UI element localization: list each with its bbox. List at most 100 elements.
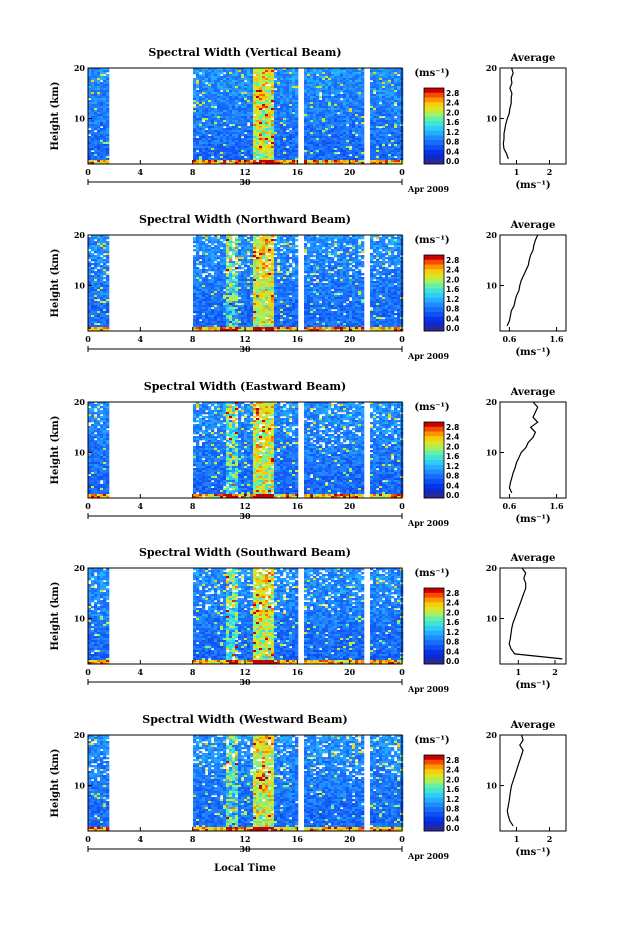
heatmap-cell <box>103 291 107 294</box>
heatmap-cell <box>250 301 254 304</box>
heatmap-cell <box>232 160 236 163</box>
heatmap-cell <box>337 72 341 75</box>
heatmap-cell <box>256 321 260 324</box>
heatmap-cell <box>103 263 107 266</box>
heatmap-cell <box>244 74 248 77</box>
heatmap-cell <box>88 321 92 324</box>
heatmap-cell <box>337 106 341 109</box>
heatmap-cell <box>379 68 383 71</box>
heatmap-cell <box>208 86 212 89</box>
heatmap-cell <box>286 158 290 161</box>
heatmap-cell <box>229 275 233 278</box>
heatmap-cell <box>334 70 338 73</box>
heatmap-cell <box>250 84 254 87</box>
heatmap-cell <box>355 72 359 75</box>
heatmap-cell <box>211 120 215 123</box>
heatmap-cell <box>307 130 311 133</box>
heatmap-cell <box>88 255 92 258</box>
heatmap-cell <box>388 84 392 87</box>
heatmap-cell <box>304 128 308 131</box>
heatmap-cell <box>343 144 347 147</box>
heatmap-cell <box>277 110 281 113</box>
heatmap-cell <box>100 287 104 290</box>
heatmap-cell <box>340 108 344 111</box>
heatmap-cell <box>217 130 221 133</box>
heatmap-cell <box>373 76 377 79</box>
heatmap-cell <box>100 108 104 111</box>
heatmap-cell <box>268 301 272 304</box>
heatmap-cell <box>391 114 395 117</box>
heatmap-cell <box>103 267 107 270</box>
heatmap-cell <box>250 323 254 326</box>
heatmap-cell <box>292 114 296 117</box>
heatmap-cell <box>94 267 98 270</box>
heatmap-cell <box>394 124 398 127</box>
heatmap-cell <box>289 86 293 89</box>
heatmap-cell <box>391 126 395 129</box>
heatmap-cell <box>94 158 98 161</box>
heatmap-cell <box>241 110 245 113</box>
heatmap-cell <box>352 88 356 91</box>
heatmap-cell <box>88 72 92 75</box>
heatmap-cell <box>220 96 224 99</box>
heatmap-cell <box>211 283 215 286</box>
heatmap-cell <box>241 321 245 324</box>
heatmap-cell <box>100 118 104 121</box>
heatmap-cell <box>286 140 290 143</box>
heatmap-cell <box>259 251 263 254</box>
heatmap-cell <box>358 88 362 91</box>
heatmap-cell <box>358 136 362 139</box>
heatmap-cell <box>286 80 290 83</box>
heatmap-cell <box>349 140 353 143</box>
heatmap-cell <box>379 86 383 89</box>
heatmap-cell <box>334 122 338 125</box>
heatmap-cell <box>223 317 227 320</box>
heatmap-cell <box>247 82 251 85</box>
heatmap-cell <box>292 126 296 129</box>
heatmap-cell <box>97 160 101 163</box>
heatmap-cell <box>265 82 269 85</box>
heatmap-cell <box>214 154 218 157</box>
heatmap-cell <box>199 239 203 242</box>
heatmap-cell <box>322 68 326 71</box>
heatmap-cell <box>199 305 203 308</box>
heatmap-cell <box>217 162 221 165</box>
heatmap-cell <box>349 86 353 89</box>
heatmap-cell <box>256 74 260 77</box>
heatmap-cell <box>376 148 380 151</box>
heatmap-cell <box>307 140 311 143</box>
heatmap-cell <box>280 138 284 141</box>
heatmap-cell <box>265 321 269 324</box>
heatmap-cell <box>379 94 383 97</box>
heatmap-cell <box>106 152 110 155</box>
heatmap-cell <box>202 263 206 266</box>
heatmap-cell <box>94 138 98 141</box>
heatmap-cell <box>211 275 215 278</box>
heatmap-cell <box>259 299 263 302</box>
heatmap-cell <box>226 301 230 304</box>
heatmap-cell <box>394 102 398 105</box>
heatmap-cell <box>394 118 398 121</box>
heatmap-cell <box>106 104 110 107</box>
heatmap-cell <box>358 114 362 117</box>
heatmap-cell <box>340 138 344 141</box>
heatmap-cell <box>199 96 203 99</box>
heatmap-cell <box>361 88 365 91</box>
heatmap-cell <box>253 295 257 298</box>
heatmap-cell <box>289 98 293 101</box>
heatmap-cell <box>394 150 398 153</box>
heatmap-cell <box>88 122 92 125</box>
heatmap-cell <box>358 134 362 137</box>
heatmap-cell <box>211 313 215 316</box>
heatmap-cell <box>202 299 206 302</box>
heatmap-cell <box>313 116 317 119</box>
heatmap-cell <box>232 146 236 149</box>
heatmap-cell <box>250 86 254 89</box>
heatmap-cell <box>283 90 287 93</box>
heatmap-cell <box>277 82 281 85</box>
heatmap-cell <box>280 104 284 107</box>
heatmap-cell <box>106 102 110 105</box>
heatmap-cell <box>199 78 203 81</box>
heatmap-cell <box>265 100 269 103</box>
heatmap-cell <box>94 148 98 151</box>
